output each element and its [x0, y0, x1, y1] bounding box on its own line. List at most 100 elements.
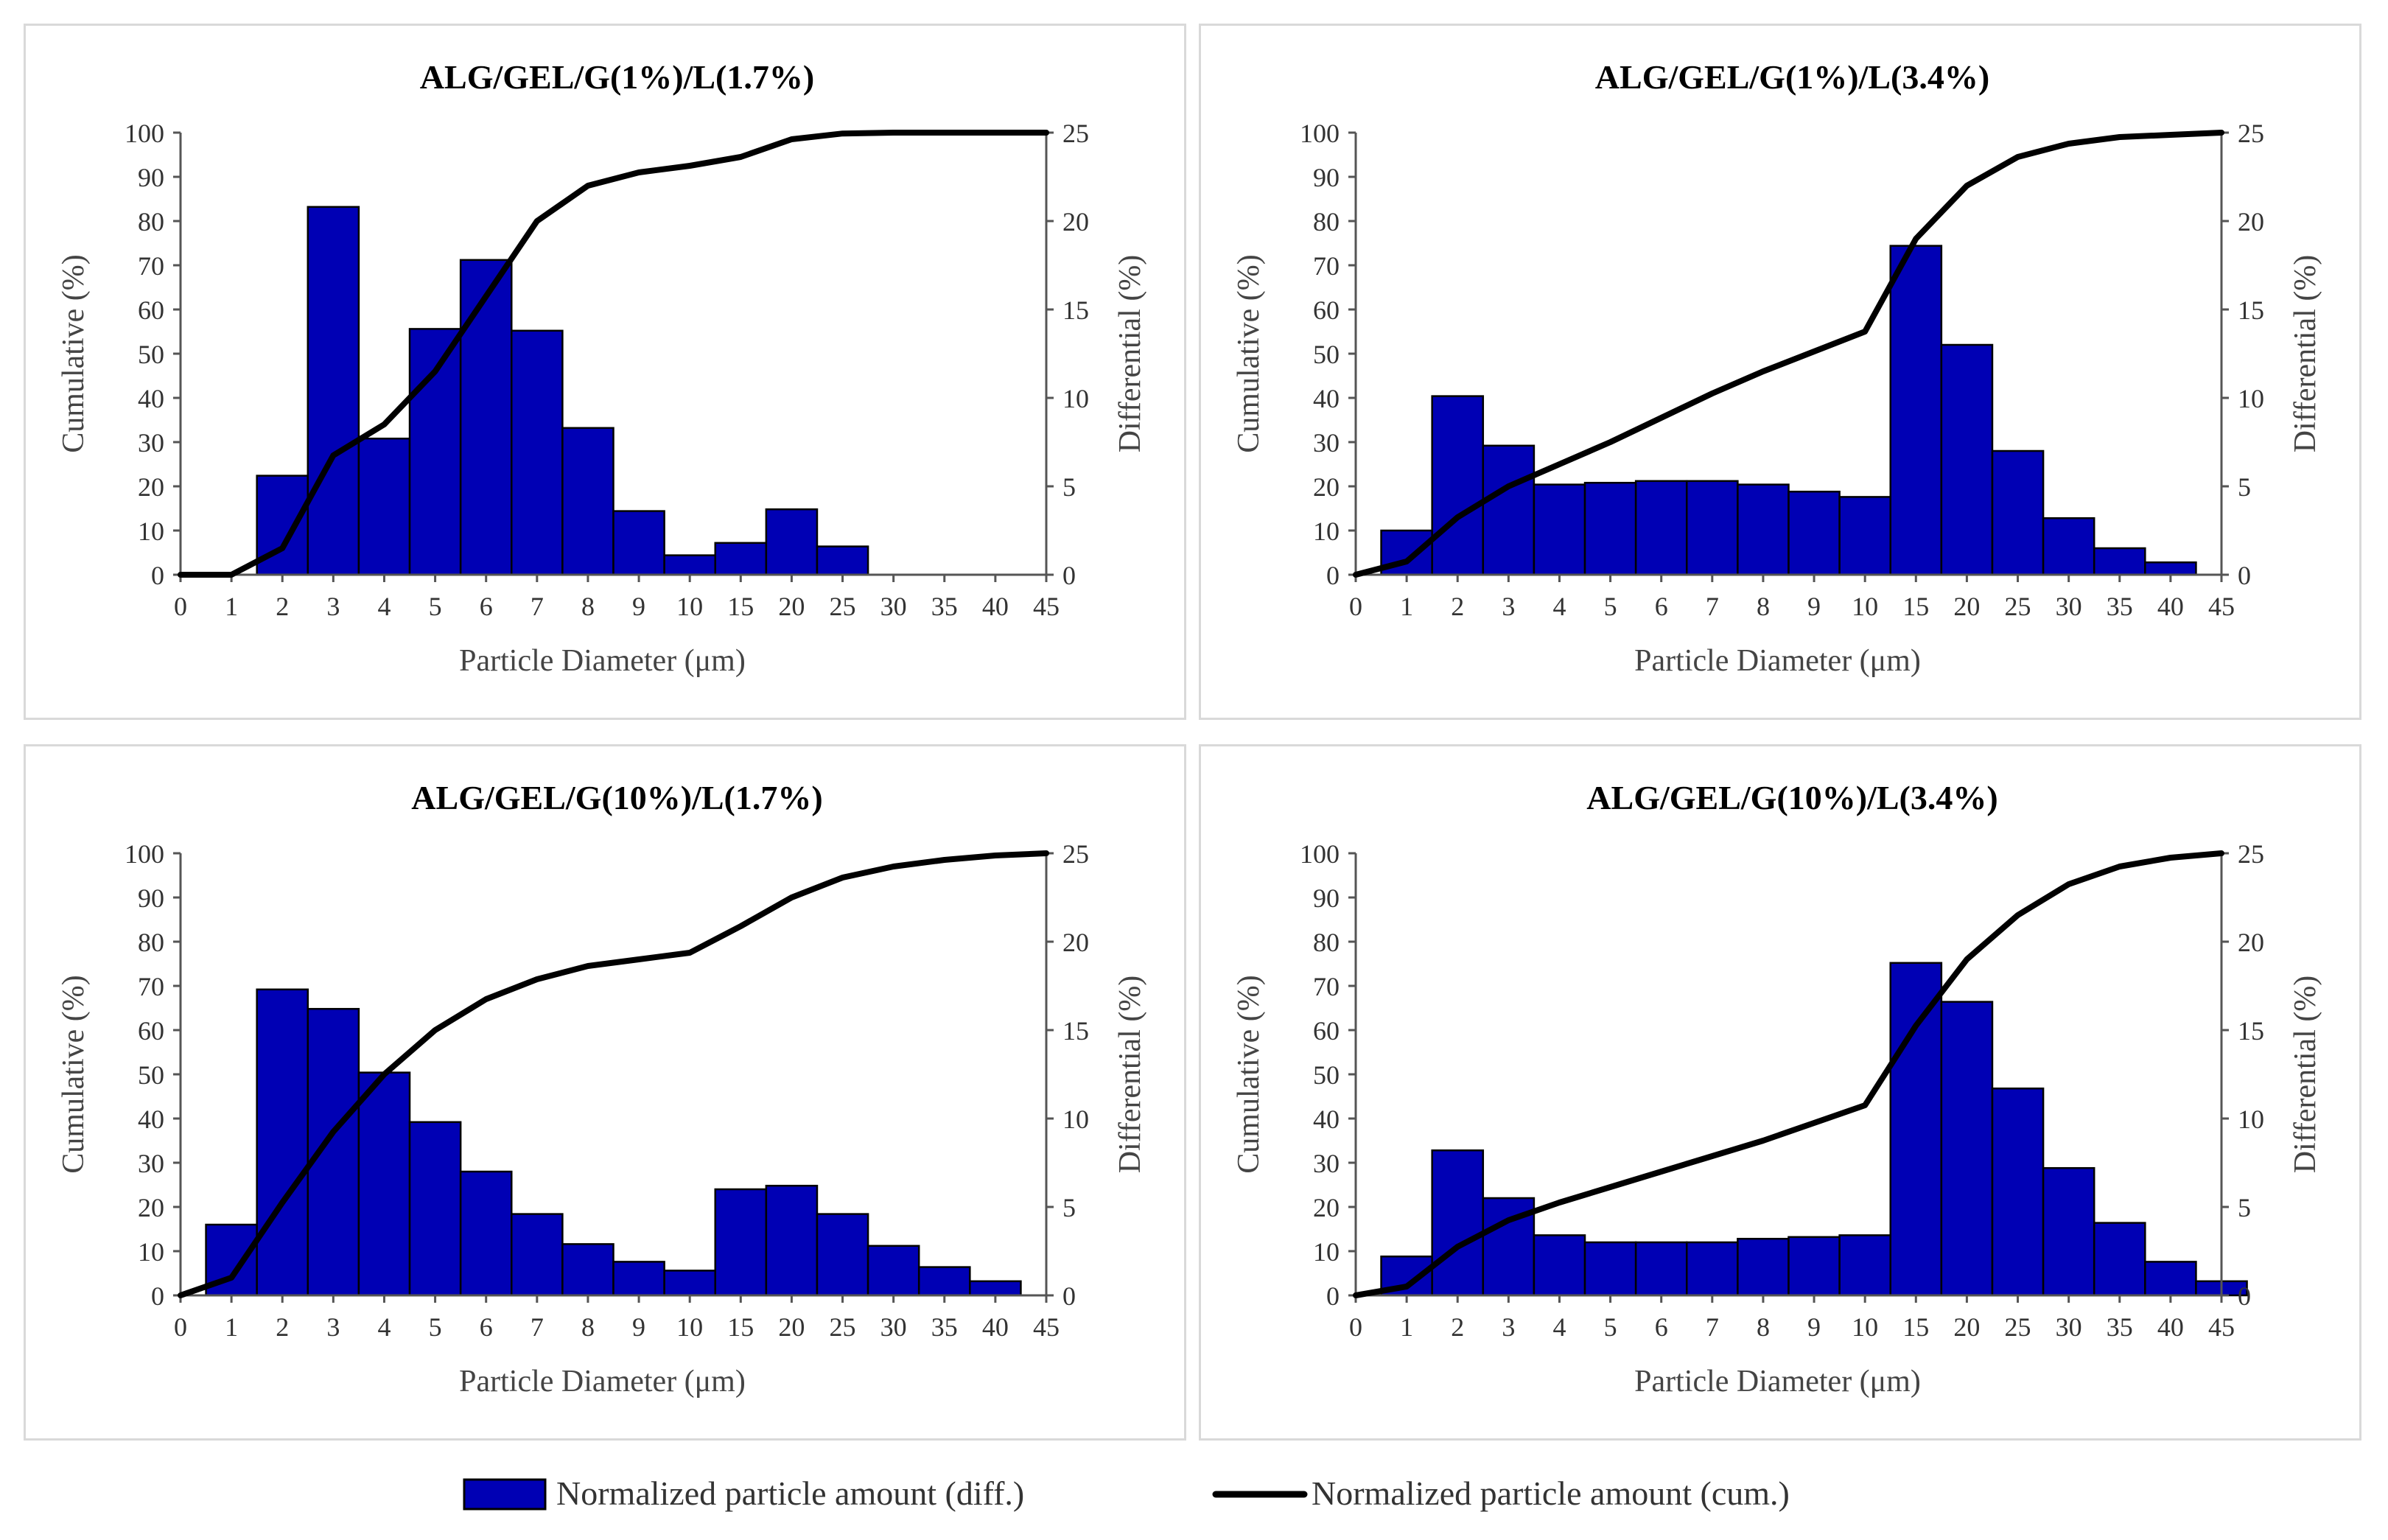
y-tick-label-left: 0 [1326, 1281, 1340, 1311]
y-tick-label-left: 80 [138, 207, 164, 237]
bar [1583, 481, 1637, 576]
x-tick-label: 8 [1757, 592, 1770, 621]
bar [2042, 1166, 2095, 1297]
x-axis-label: Particle Diameter (μm) [459, 644, 746, 678]
x-tick-label: 4 [1552, 592, 1566, 621]
y-tick-label-right: 20 [1062, 207, 1089, 237]
x-tick-label: 30 [2056, 1312, 2082, 1342]
x-tick-label: 1 [1400, 1312, 1413, 1342]
x-tick-label: 5 [1604, 1312, 1617, 1342]
y-tick-label-left: 20 [138, 1193, 164, 1222]
y-tick-label-left: 70 [1313, 251, 1340, 281]
bar [2144, 1261, 2197, 1297]
x-tick-label: 35 [2107, 1312, 2133, 1342]
y-tick-label-right: 25 [1062, 119, 1089, 148]
y-tick-label-left: 100 [125, 839, 164, 869]
bar [2042, 517, 2095, 576]
x-tick-label: 35 [2107, 592, 2133, 621]
x-tick-label: 9 [632, 592, 645, 621]
y-tick-label-right: 15 [1062, 1016, 1089, 1046]
x-tick-label: 9 [1807, 1312, 1821, 1342]
x-tick-label: 15 [1902, 1312, 1929, 1342]
x-tick-label: 6 [480, 1312, 493, 1342]
legend-diff-label: Normalized particle amount (diff.) [556, 1474, 1024, 1512]
bar [1788, 1236, 1841, 1297]
x-tick-label: 9 [1807, 592, 1821, 621]
x-tick-label: 30 [880, 1312, 907, 1342]
bar [1991, 1087, 2045, 1297]
bar [2144, 561, 2197, 576]
y-tick-label-left: 40 [138, 1105, 164, 1134]
x-axis-label: Particle Diameter (μm) [459, 1365, 746, 1399]
y-tick-label-right: 20 [2238, 207, 2264, 237]
y-tick-label-left: 20 [1313, 1193, 1340, 1222]
bar [1634, 480, 1688, 576]
bar [256, 988, 309, 1297]
x-tick-label: 45 [2208, 592, 2235, 621]
x-tick-label: 40 [2157, 1312, 2184, 1342]
bar [511, 1213, 564, 1297]
x-tick-label: 25 [2005, 1312, 2031, 1342]
y-axis-label-left: Cumulative (%) [1232, 975, 1266, 1173]
y-tick-label-right: 5 [1062, 1193, 1076, 1222]
x-tick-label: 4 [1552, 1312, 1566, 1342]
x-tick-label: 20 [778, 1312, 805, 1342]
x-tick-label: 6 [480, 592, 493, 621]
x-tick-label: 25 [830, 592, 856, 621]
y-tick-label-right: 5 [1062, 472, 1076, 502]
x-tick-label: 7 [531, 1312, 544, 1342]
x-tick-label: 10 [676, 592, 703, 621]
chart-title: ALG/GEL/G(1%)/L(3.4%) [1595, 58, 1989, 96]
chart-title: ALG/GEL/G(1%)/L(1.7%) [420, 58, 814, 96]
x-tick-label: 45 [1033, 1312, 1060, 1342]
y-tick-label-right: 25 [2238, 119, 2264, 148]
bar [1889, 245, 1943, 576]
y-tick-label-left: 30 [138, 428, 164, 458]
y-tick-label-right: 10 [1062, 384, 1089, 413]
y-tick-label-left: 20 [1313, 472, 1340, 502]
bar [1533, 1234, 1586, 1297]
y-tick-label-left: 20 [138, 472, 164, 502]
bar [765, 508, 819, 576]
chart-panel-3: ALG/GEL/G(10%)/L(1.7%) 0 10 20 30 40 50 60 70 80 9… [24, 744, 1186, 1441]
bar [969, 1280, 1022, 1297]
bar [2093, 547, 2146, 576]
x-tick-label: 5 [429, 592, 442, 621]
bar [1431, 395, 1485, 576]
y-tick-label-left: 90 [1313, 883, 1340, 913]
bar [1940, 343, 1994, 576]
y-tick-label-right: 10 [2238, 1105, 2264, 1134]
y-axis-label-right: Differential (%) [2289, 255, 2322, 453]
y-tick-label-left: 60 [1313, 295, 1340, 325]
y-tick-label-right: 15 [1062, 295, 1089, 325]
y-tick-label-right: 10 [2238, 384, 2264, 413]
y-axis-label-right: Differential (%) [1113, 976, 1147, 1174]
legend-bar-swatch [463, 1478, 547, 1511]
bar [1634, 1241, 1688, 1297]
x-tick-label: 40 [982, 1312, 1009, 1342]
x-tick-label: 4 [377, 1312, 391, 1342]
bar [459, 1170, 513, 1297]
y-tick-label-right: 0 [2238, 1281, 2251, 1311]
y-tick-label-right: 20 [1062, 928, 1089, 957]
x-tick-label: 15 [1902, 592, 1929, 621]
bar [612, 510, 665, 576]
y-tick-label-right: 20 [2238, 928, 2264, 957]
x-tick-label: 3 [1502, 592, 1515, 621]
y-axis-label-left: Cumulative (%) [57, 254, 91, 452]
y-axis-label-left: Cumulative (%) [1232, 254, 1266, 452]
bar [357, 437, 411, 576]
y-tick-label-left: 50 [1313, 1060, 1340, 1090]
x-tick-label: 10 [676, 1312, 703, 1342]
bar [1431, 1149, 1485, 1297]
y-tick-label-left: 100 [1300, 839, 1340, 869]
legend-cum-label: Normalized particle amount (cum.) [1312, 1474, 1790, 1512]
bar [1838, 1234, 1891, 1297]
y-tick-label-right: 15 [2238, 295, 2264, 325]
bar [816, 1213, 869, 1297]
x-tick-label: 2 [276, 1312, 289, 1342]
y-tick-label-left: 70 [138, 251, 164, 281]
bar [561, 427, 614, 576]
bar [663, 1270, 716, 1297]
bar [1940, 1001, 1994, 1297]
